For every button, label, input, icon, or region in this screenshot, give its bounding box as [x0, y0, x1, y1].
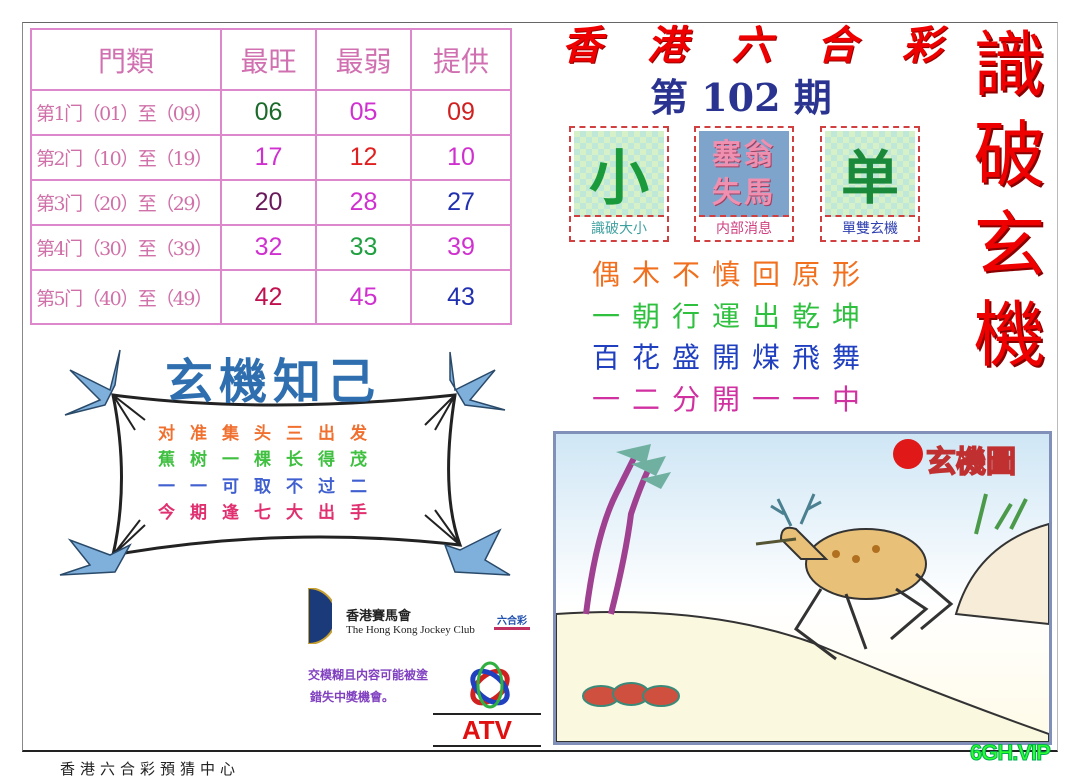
watermark: 6GH.VIP	[970, 740, 1052, 766]
swallow-icon	[449, 351, 506, 411]
title-char: 香	[562, 22, 602, 69]
slogan-line: 一朝行運出乾坤	[592, 300, 897, 334]
hot-value: 06	[220, 89, 317, 136]
vertical-char: 玄	[973, 203, 1046, 287]
cold-value: 28	[315, 179, 412, 226]
issue-number: 第 102 期	[650, 75, 832, 120]
vertical-title: 識 破 玄 機	[962, 20, 1057, 380]
tip-caption: 識破大小	[591, 221, 647, 237]
offer-value: 43	[410, 269, 512, 325]
header-cold: 最弱	[315, 28, 412, 91]
header-category: 門類	[30, 28, 222, 91]
hkjc-emblem-icon	[308, 588, 332, 644]
cold-value: 33	[315, 224, 412, 271]
slogan-line: 百花盛開煤飛舞	[592, 341, 897, 375]
cold-value: 05	[315, 89, 412, 136]
swallow-icon	[59, 538, 132, 576]
hot-value: 17	[220, 134, 317, 181]
atv-logo: ATV	[433, 713, 541, 747]
atv-emblem-icon	[470, 661, 510, 709]
door-table: 門類 最旺 最弱 提供 第1门（01）至（09） 06 05 09 第2门（10）至（…	[30, 28, 512, 325]
mark6-logo: 六合彩	[494, 612, 530, 630]
row-label: 第4门（30）至（39）	[30, 224, 222, 271]
row-label: 第2门（10）至（19）	[30, 134, 222, 181]
slogan-text: 一二分開一一中	[592, 383, 873, 416]
tip-box-size: 小 識破大小	[569, 126, 669, 242]
slogan-text: 偶木不慎回原形	[592, 258, 873, 291]
table-row: 第5门（40）至（49） 42 45 43	[30, 269, 512, 325]
scroll-illustration	[59, 349, 511, 576]
cold-value: 45	[315, 269, 412, 325]
vertical-char: 識	[973, 23, 1046, 107]
red-sun	[893, 439, 923, 469]
row-label: 第3门（20）至（29）	[30, 179, 222, 226]
hot-value: 32	[220, 224, 317, 271]
hot-value: 20	[220, 179, 317, 226]
table-row: 第2门（10）至（19） 17 12 10	[30, 134, 512, 181]
vertical-char: 破	[973, 113, 1046, 197]
poem-text: 对准集头三出发	[158, 424, 382, 444]
poem-text: 一一可取不过二	[158, 477, 382, 497]
riddle-picture: 玄機圖	[553, 431, 1052, 745]
poem-line: 对准集头三出发	[158, 423, 418, 445]
tip-image-text: 小	[589, 143, 649, 214]
lottery-title: 香 港 六 合 彩	[562, 22, 942, 70]
vertical-char: 機	[973, 293, 1046, 377]
tip-box-inside-news: 塞翁失馬 内部消息	[694, 126, 794, 242]
slogan-line: 偶木不慎回原形	[592, 258, 897, 292]
poem-line: 蕉树一棵长得茂	[158, 449, 418, 471]
header-offer: 提供	[410, 28, 512, 91]
row-label: 第1门（01）至（09）	[30, 89, 222, 136]
title-char: 彩	[902, 22, 942, 69]
table-row: 第1门（01）至（09） 06 05 09	[30, 89, 512, 136]
deer-body	[755, 493, 954, 661]
tip-image: 单	[825, 131, 915, 217]
footer-text: 香港六合彩預猜中心	[60, 760, 241, 778]
scroll-title: 玄機知己	[165, 354, 382, 410]
poem-text: 今期逢七大出手	[158, 503, 382, 523]
tip-caption: 内部消息	[716, 221, 772, 237]
tip-image-text: 单	[840, 144, 899, 212]
row-label: 第5门（40）至（49）	[30, 269, 222, 325]
hkjc-name-en: The Hong Kong Jockey Club	[346, 624, 475, 636]
offer-value: 39	[410, 224, 512, 271]
tip-image-text: 塞翁失馬	[711, 137, 776, 209]
picture-badge: 玄機圖	[925, 444, 1017, 481]
poem-line: 今期逢七大出手	[158, 502, 418, 524]
slogan-text: 一朝行運出乾坤	[592, 300, 873, 333]
notice-line: 交模糊且内容可能被塗	[308, 668, 429, 682]
cold-value: 12	[315, 134, 412, 181]
poem-text: 蕉树一棵长得茂	[158, 450, 382, 470]
header-hot: 最旺	[220, 28, 317, 91]
notice-text: 交模糊且内容可能被塗 錯失中獎機會。	[308, 664, 428, 708]
title-char: 六	[732, 22, 772, 69]
offer-value: 27	[410, 179, 512, 226]
tip-image: 小	[574, 131, 664, 217]
title-char: 港	[647, 22, 687, 69]
table-row: 第3门（20）至（29） 20 28 27	[30, 179, 512, 226]
tip-caption: 單雙玄機	[842, 221, 898, 237]
hot-value: 42	[220, 269, 317, 325]
slogan-text: 百花盛開煤飛舞	[592, 341, 873, 374]
tip-box-odd-even: 单 單雙玄機	[820, 126, 920, 242]
table-header-row: 門類 最旺 最弱 提供	[30, 28, 512, 91]
table-row: 第4门（30）至（39） 32 33 39	[30, 224, 512, 271]
offer-value: 09	[410, 89, 512, 136]
page-frame	[22, 22, 1058, 752]
slogan-line: 一二分開一一中	[592, 383, 897, 417]
hkjc-name-cn: 香港賽馬會	[346, 609, 412, 624]
notice-line: 錯失中獎機會。	[310, 690, 395, 704]
swallow-icon	[443, 528, 511, 576]
swallow-icon	[64, 349, 121, 416]
poem-line: 一一可取不过二	[158, 476, 418, 498]
offer-value: 10	[410, 134, 512, 181]
title-char: 合	[817, 22, 857, 69]
deer-illustration	[556, 439, 1049, 742]
tip-image: 塞翁失馬	[699, 131, 789, 217]
